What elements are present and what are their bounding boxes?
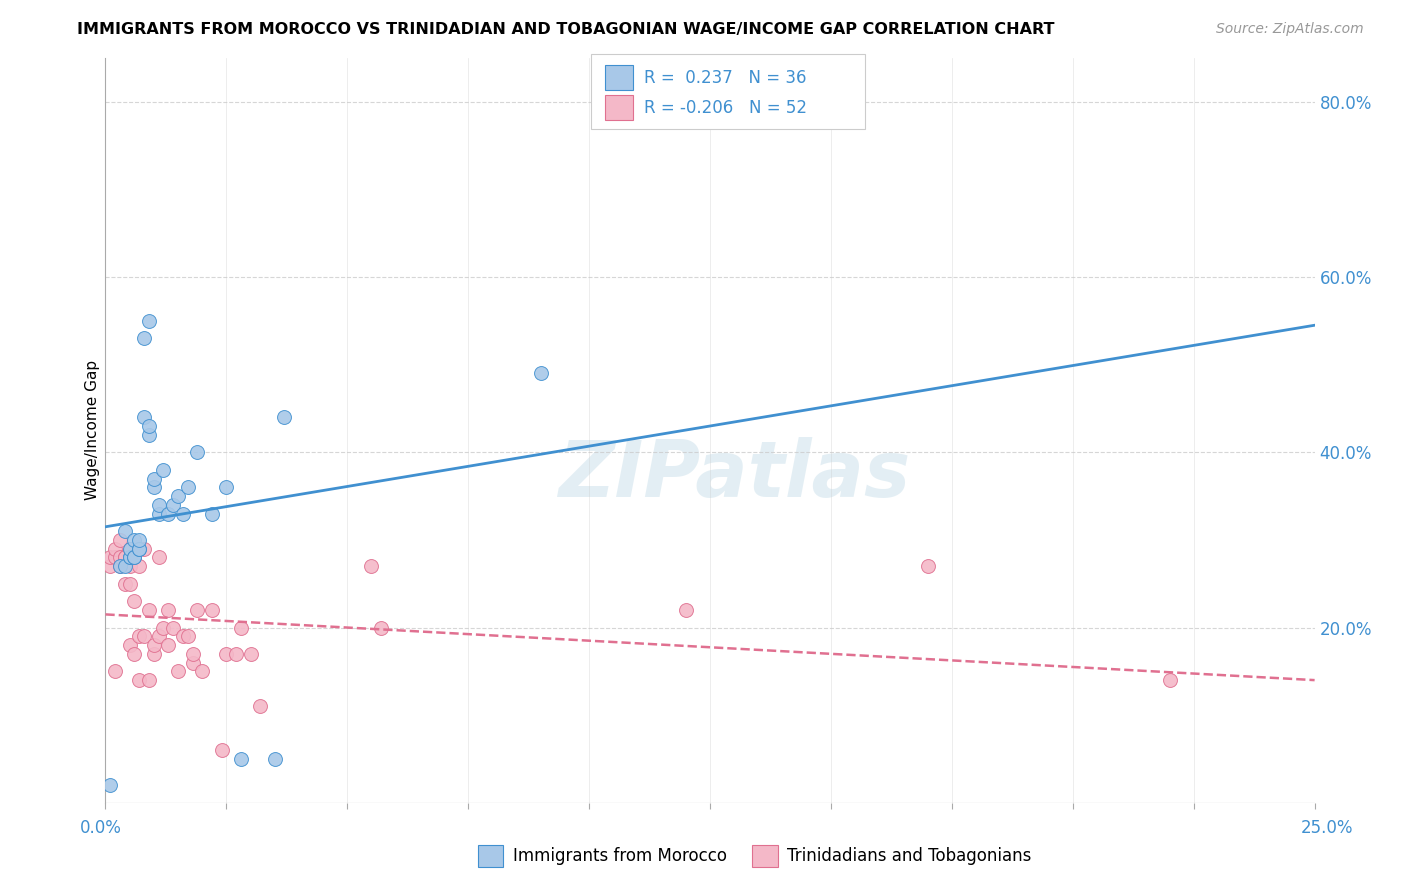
Point xyxy=(181,656,204,670)
Point xyxy=(128,673,150,687)
Point xyxy=(118,541,141,556)
Point xyxy=(114,550,136,565)
Point xyxy=(148,629,170,643)
Point xyxy=(191,665,214,679)
Point xyxy=(142,638,165,652)
Point xyxy=(108,550,131,565)
Point xyxy=(148,498,170,512)
Point xyxy=(118,541,141,556)
Point xyxy=(162,498,184,512)
Point xyxy=(152,621,174,635)
Point xyxy=(104,541,127,556)
Point xyxy=(157,638,180,652)
Text: 0.0%: 0.0% xyxy=(80,819,122,837)
Point xyxy=(215,480,238,494)
Point xyxy=(138,427,160,442)
Point xyxy=(215,647,238,661)
Point xyxy=(201,507,224,521)
Point xyxy=(108,559,131,574)
Point xyxy=(201,603,224,617)
Text: Immigrants from Morocco: Immigrants from Morocco xyxy=(513,847,727,865)
Point xyxy=(124,550,146,565)
Point xyxy=(229,621,252,635)
Point xyxy=(181,647,204,661)
Point xyxy=(108,533,131,547)
Point xyxy=(124,550,146,565)
Point xyxy=(162,621,184,635)
Point xyxy=(239,647,262,661)
Point xyxy=(128,541,150,556)
Point xyxy=(124,647,146,661)
Point xyxy=(114,559,136,574)
Point xyxy=(114,524,136,538)
Point xyxy=(124,594,146,608)
Point xyxy=(124,550,146,565)
Point xyxy=(249,699,271,714)
Text: Trinidadians and Tobagonians: Trinidadians and Tobagonians xyxy=(787,847,1032,865)
Point xyxy=(167,489,190,503)
Text: ZIPatlas: ZIPatlas xyxy=(558,437,910,513)
Point xyxy=(134,541,156,556)
Point xyxy=(108,559,131,574)
Point xyxy=(225,647,247,661)
Point xyxy=(124,533,146,547)
Text: IMMIGRANTS FROM MOROCCO VS TRINIDADIAN AND TOBAGONIAN WAGE/INCOME GAP CORRELATIO: IMMIGRANTS FROM MOROCCO VS TRINIDADIAN A… xyxy=(77,22,1054,37)
Point xyxy=(142,472,165,486)
Point xyxy=(128,541,150,556)
Point xyxy=(114,550,136,565)
Point xyxy=(104,665,127,679)
Point xyxy=(114,576,136,591)
Point xyxy=(273,410,295,425)
Point xyxy=(138,603,160,617)
Point xyxy=(675,603,697,617)
Point xyxy=(148,507,170,521)
Point xyxy=(118,576,141,591)
Point xyxy=(211,743,233,757)
Point xyxy=(142,647,165,661)
Point xyxy=(172,629,194,643)
Y-axis label: Wage/Income Gap: Wage/Income Gap xyxy=(84,360,100,500)
Point xyxy=(98,778,121,792)
Point xyxy=(134,629,156,643)
Point xyxy=(118,559,141,574)
Point xyxy=(128,629,150,643)
Point xyxy=(98,550,121,565)
Point xyxy=(142,480,165,494)
Point xyxy=(917,559,939,574)
Point xyxy=(138,314,160,328)
Text: R =  0.237   N = 36: R = 0.237 N = 36 xyxy=(644,69,807,87)
Point xyxy=(176,480,198,494)
Point xyxy=(118,550,141,565)
Point xyxy=(172,507,194,521)
Point xyxy=(186,445,208,459)
Text: 25.0%: 25.0% xyxy=(1301,819,1354,837)
Point xyxy=(1159,673,1181,687)
Point xyxy=(370,621,392,635)
Point xyxy=(118,638,141,652)
Point xyxy=(134,410,156,425)
Point xyxy=(263,752,285,766)
Point xyxy=(360,559,382,574)
Point xyxy=(186,603,208,617)
Point xyxy=(148,550,170,565)
Point xyxy=(134,331,156,345)
Point xyxy=(104,550,127,565)
Point xyxy=(118,550,141,565)
Point xyxy=(128,533,150,547)
Point xyxy=(152,463,174,477)
Text: Source: ZipAtlas.com: Source: ZipAtlas.com xyxy=(1216,22,1364,37)
Point xyxy=(128,559,150,574)
Point xyxy=(98,559,121,574)
Point xyxy=(723,77,745,91)
Point xyxy=(530,367,553,381)
Point xyxy=(157,507,180,521)
Point xyxy=(157,603,180,617)
Point xyxy=(167,665,190,679)
Point xyxy=(229,752,252,766)
Text: R = -0.206   N = 52: R = -0.206 N = 52 xyxy=(644,99,807,117)
Point xyxy=(176,629,198,643)
Point xyxy=(138,673,160,687)
Point xyxy=(138,419,160,434)
